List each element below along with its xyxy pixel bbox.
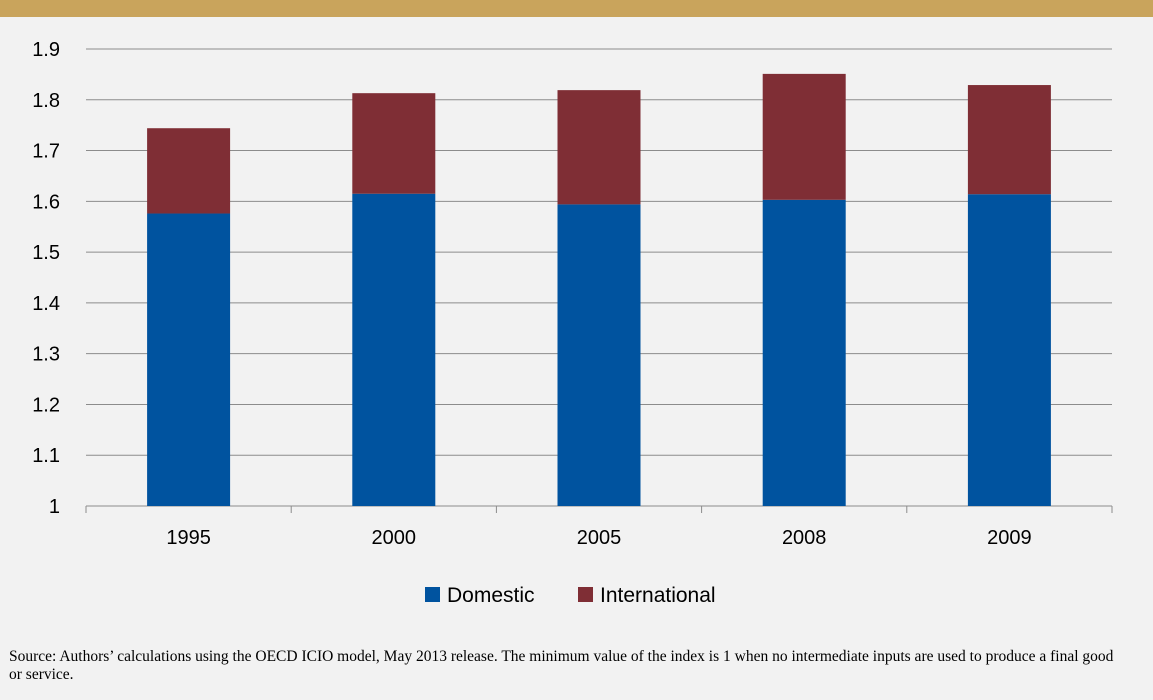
y-tick-label: 1.4	[32, 293, 60, 315]
bar-international	[967, 85, 1051, 195]
bar-international	[762, 73, 846, 200]
bar-domestic	[762, 199, 846, 506]
bar-domestic	[147, 213, 231, 506]
legend-swatch-international	[578, 587, 593, 602]
bar-international	[557, 90, 641, 205]
x-tick-label: 2000	[372, 527, 417, 549]
x-tick-label: 2005	[577, 527, 622, 549]
stacked-bar-chart: 1 1.1 1.2 1.3 1.4 1.5 1.6 1.7 1.8 1.9 1995 2000 2005…	[32, 39, 1113, 607]
y-tick-label: 1.9	[32, 39, 60, 61]
legend-label-domestic: Domestic	[447, 584, 535, 607]
header-band	[0, 0, 1153, 17]
y-tick-label: 1	[49, 496, 60, 518]
legend-label-international: International	[600, 584, 716, 607]
bar-domestic	[557, 204, 641, 506]
x-tick-label: 2009	[987, 527, 1032, 549]
y-tick-label: 1.5	[32, 242, 60, 264]
y-tick-label: 1.8	[32, 90, 60, 112]
source-note: Source: Authors’ calculations using the …	[9, 648, 1114, 683]
bar-domestic	[967, 194, 1051, 507]
y-tick-label: 1.3	[32, 344, 60, 366]
x-tick-label: 2008	[782, 527, 827, 549]
legend-swatch-domestic	[425, 587, 440, 602]
bar-international	[352, 93, 436, 194]
x-tick-label: 1995	[166, 527, 211, 549]
bar-international	[147, 128, 231, 214]
y-tick-label: 1.1	[32, 445, 60, 467]
bar-domestic	[352, 193, 436, 506]
y-tick-label: 1.7	[32, 141, 60, 163]
y-tick-label: 1.6	[32, 191, 60, 213]
y-tick-label: 1.2	[32, 394, 60, 416]
